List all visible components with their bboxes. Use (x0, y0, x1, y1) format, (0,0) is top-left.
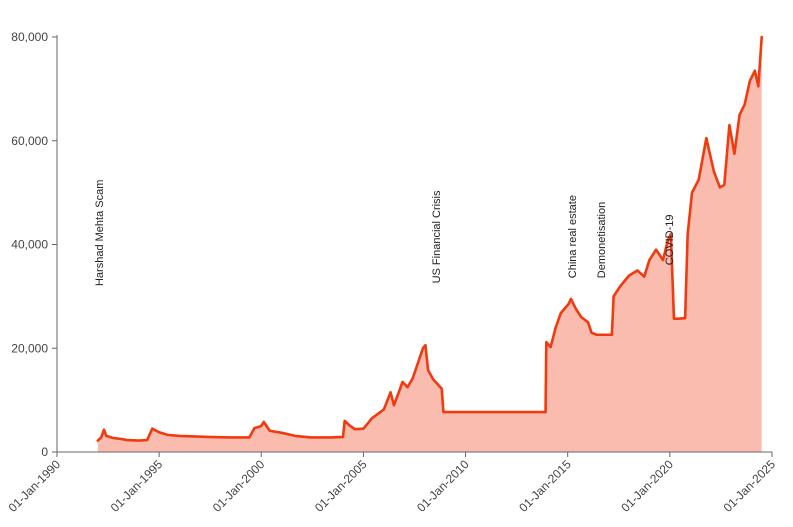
x-tick-label: 01-Jan-2015 (516, 457, 574, 515)
annotation-label: US Financial Crisis (431, 190, 443, 283)
y-tick-label: 80,000 (11, 30, 48, 44)
x-tick-label: 01-Jan-1990 (6, 457, 64, 515)
x-tick-label: 01-Jan-2010 (414, 457, 472, 515)
series-line (96, 35, 764, 442)
series-area-fill (97, 37, 762, 452)
y-tick-label: 40,000 (11, 238, 48, 252)
annotation-label: Demonetisation (596, 202, 608, 278)
y-tick-label: 20,000 (11, 341, 48, 355)
x-tick-label: 01-Jan-2020 (618, 457, 676, 515)
annotation-label: Harshad Mehta Scam (94, 180, 106, 286)
annotations-layer: Harshad Mehta Scam US Financial Crisis Chi… (94, 180, 676, 286)
y-tick-label: 0 (41, 445, 48, 459)
x-tick-label: 01-Jan-1995 (108, 457, 166, 515)
x-tick-label: 01-Jan-2000 (210, 457, 268, 515)
annotation-label: COVID-19 (664, 215, 676, 266)
annotation-label: China real estate (567, 195, 579, 278)
area-layer (96, 35, 764, 452)
y-tick-label: 60,000 (11, 134, 48, 148)
x-tick-label: 01-Jan-2025 (721, 457, 779, 515)
x-tick-label: 01-Jan-2005 (312, 457, 370, 515)
